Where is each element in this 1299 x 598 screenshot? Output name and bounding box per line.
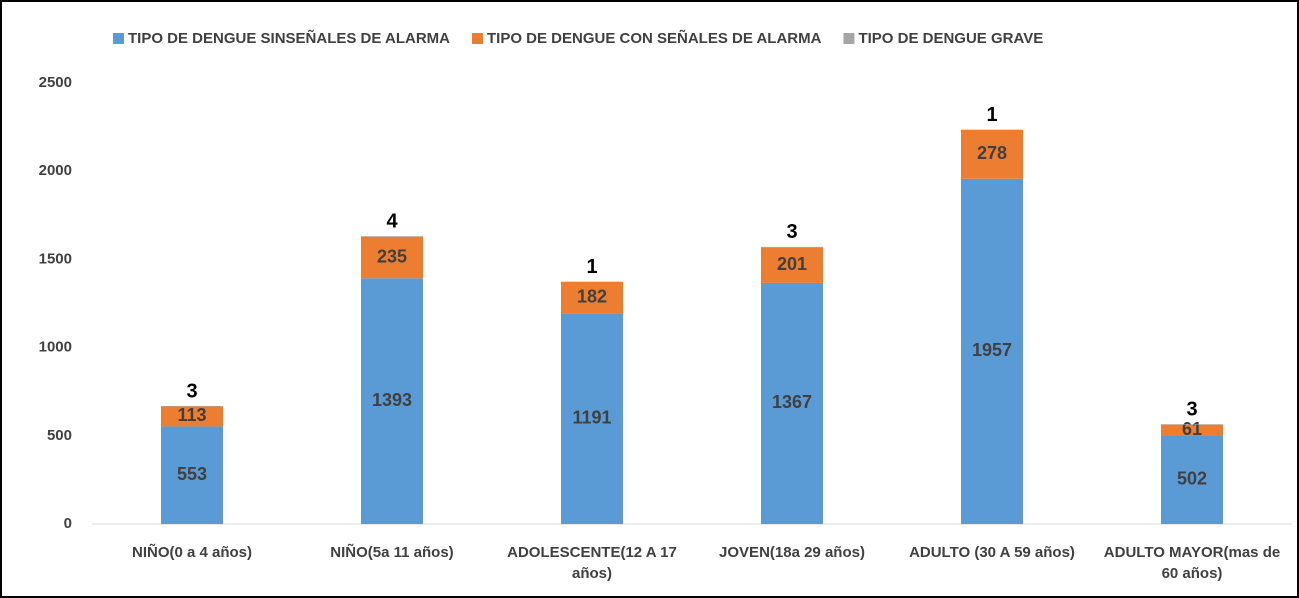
data-label: 113 — [177, 405, 206, 425]
y-tick-label: 0 — [64, 515, 72, 532]
bar-segment — [761, 282, 823, 524]
data-label: 1 — [586, 256, 597, 278]
x-tick-label: NIÑO(5a 11 años) — [330, 544, 454, 561]
bar-segment — [561, 281, 623, 314]
bar-segment — [161, 406, 223, 427]
bar-segment — [161, 405, 223, 407]
bar-segment — [961, 129, 1023, 179]
bar-segment — [761, 246, 823, 248]
bar-segment — [361, 236, 423, 279]
bar-segment — [1161, 424, 1223, 425]
y-tick-label: 1500 — [39, 250, 72, 267]
legend-label: TIPO DE DENGUE SINSEÑALES DE ALARMA — [128, 29, 450, 47]
legend-swatch — [843, 33, 855, 44]
data-label: 182 — [577, 287, 607, 307]
x-tick-label: ADULTO (30 A 59 años) — [909, 544, 1075, 561]
y-tick-label: 2000 — [39, 162, 72, 179]
bar-segment — [361, 278, 423, 524]
data-label: 4 — [386, 210, 398, 232]
bar-segment — [761, 247, 823, 283]
x-tick-label: ADOLESCENTE(12 A 17 años) — [507, 544, 677, 582]
data-label: 3 — [786, 221, 797, 243]
legend-label: TIPO DE DENGUE CON SEÑALES DE ALARMA — [487, 29, 822, 47]
data-label: 61 — [1182, 419, 1202, 439]
data-label: 1957 — [972, 340, 1012, 360]
data-label: 278 — [977, 143, 1007, 163]
data-label: 1 — [986, 104, 997, 126]
data-label: 502 — [1177, 468, 1207, 488]
x-tick-label: ADULTO MAYOR(mas de 60 años) — [1103, 544, 1281, 582]
data-label: 1191 — [572, 408, 611, 428]
bar-segment — [161, 426, 223, 524]
y-tick-label: 2500 — [39, 74, 72, 91]
y-tick-label: 500 — [47, 427, 72, 444]
y-tick-label: 1000 — [39, 339, 72, 356]
data-label: 553 — [177, 464, 207, 484]
data-label: 1393 — [372, 390, 412, 410]
legend-swatch — [471, 33, 483, 44]
data-label: 3 — [1186, 398, 1197, 420]
bar-segment — [361, 236, 423, 237]
data-label: 235 — [377, 246, 407, 266]
bar-segment — [1161, 424, 1223, 436]
data-label: 3 — [186, 380, 197, 402]
legend-label: TIPO DE DENGUE GRAVE — [858, 30, 1043, 47]
x-tick-label: NIÑO(0 a 4 años) — [131, 544, 253, 561]
data-label: 1367 — [772, 392, 812, 412]
legend-swatch — [113, 33, 124, 44]
bar-segment — [561, 313, 623, 524]
data-label: 201 — [777, 254, 807, 274]
bar-segment — [1161, 435, 1223, 524]
bar-segment — [961, 178, 1023, 524]
x-tick-label: JOVEN(18a 29 años) — [719, 544, 865, 561]
